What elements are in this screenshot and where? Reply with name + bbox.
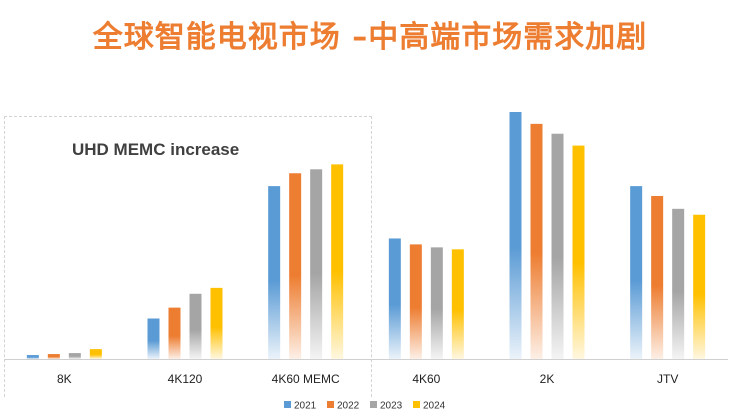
legend-label-2021: 2021	[294, 401, 317, 412]
bar-jtv-2024	[693, 214, 706, 359]
legend-swatch-2024	[413, 401, 420, 408]
bar-2k-2023	[551, 133, 564, 359]
x-tick-label: 4K60	[412, 372, 440, 386]
bar-jtv-2022	[651, 195, 664, 359]
bar-4k120-2023	[189, 293, 202, 359]
bar-4k60-2024	[451, 249, 464, 359]
bar-4k60-memc-2024	[331, 164, 344, 359]
bar-4k60-2023	[430, 247, 443, 359]
bar-4k60-2022	[409, 244, 422, 359]
x-tick-label: 8K	[57, 372, 72, 386]
legend-label-2022: 2022	[337, 401, 360, 412]
chart-annotation: UHD MEMC increase	[72, 140, 240, 159]
bar-4k60-2021	[388, 238, 401, 359]
x-tick-label: 4K120	[168, 372, 203, 386]
legend-label-2023: 2023	[380, 401, 403, 412]
bar-2k-2021	[509, 112, 522, 359]
legend-label-2024: 2024	[423, 401, 446, 412]
legend-swatch-2021	[284, 401, 291, 408]
legend-swatch-2022	[327, 401, 334, 408]
bar-2k-2022	[530, 123, 543, 359]
bar-4k120-2024	[210, 287, 223, 359]
bar-4k60-memc-2022	[289, 173, 302, 359]
x-tick-label: JTV	[657, 372, 678, 386]
bar-8k-2024	[89, 349, 102, 359]
bar-4k120-2021	[147, 318, 160, 359]
bar-4k60-memc-2023	[310, 169, 323, 359]
highlight-box	[4, 116, 372, 397]
legend-swatch-2023	[370, 401, 377, 408]
x-tick-label: 4K60 MEMC	[272, 372, 340, 386]
bar-2k-2024	[572, 145, 585, 359]
x-tick-label: 2K	[540, 372, 555, 386]
bar-jtv-2023	[672, 208, 685, 359]
bar-4k120-2022	[168, 307, 181, 359]
bar-4k60-memc-2021	[268, 186, 281, 359]
bar-8k-2021	[26, 355, 39, 359]
bar-jtv-2021	[630, 186, 643, 359]
bar-8k-2023	[68, 353, 81, 359]
chart-title: 全球智能电视市场 –中高端市场需求加剧	[92, 20, 648, 55]
bar-8k-2022	[47, 354, 60, 359]
